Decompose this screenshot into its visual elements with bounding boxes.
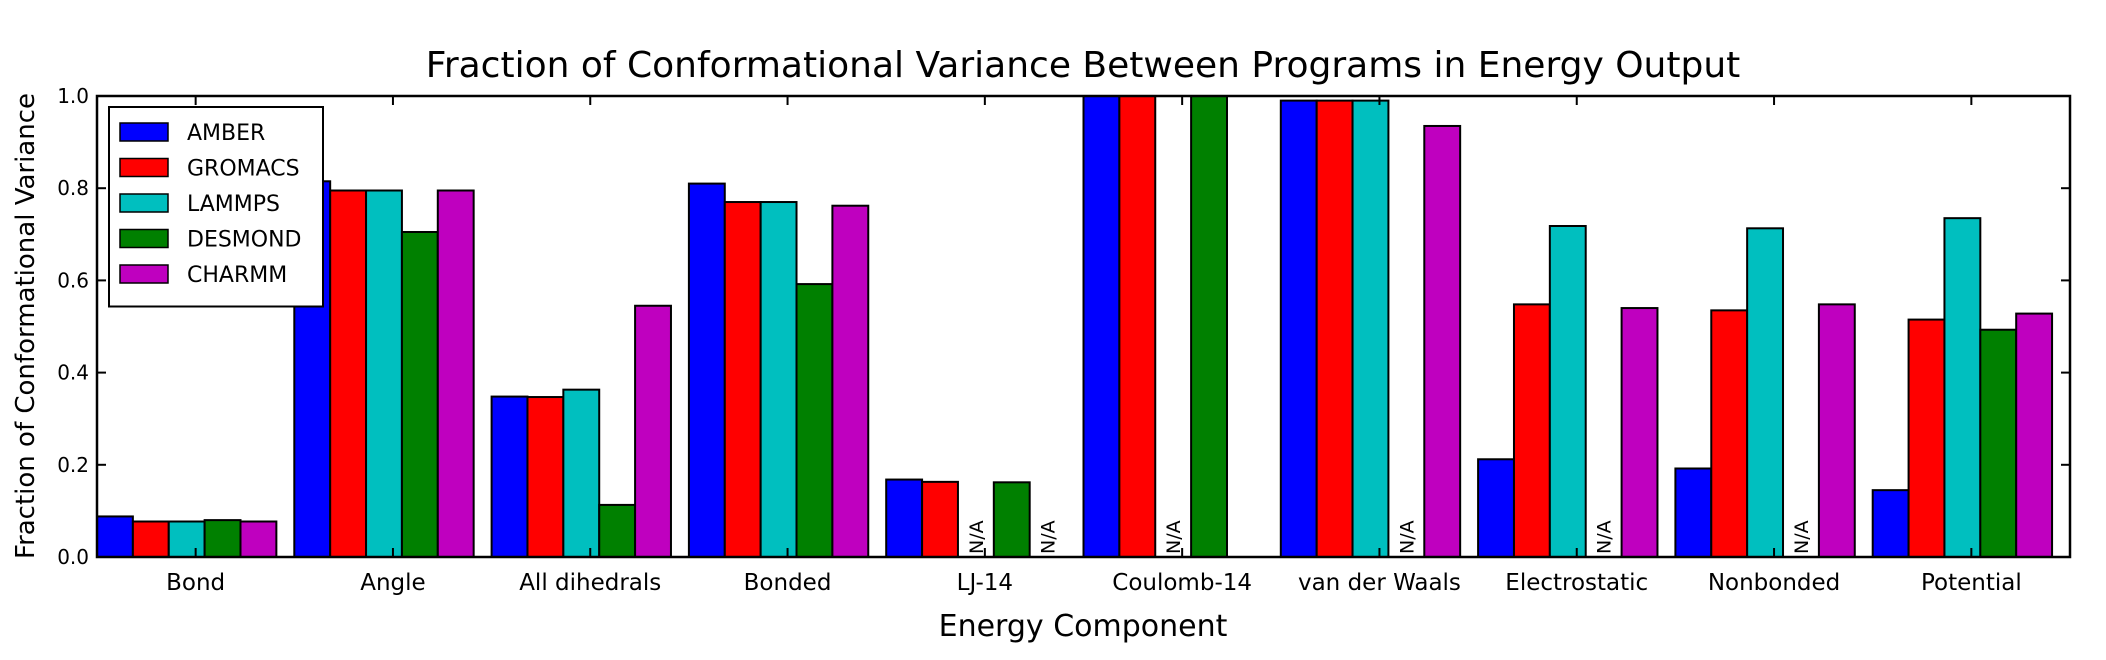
na-label: N/A (1163, 520, 1185, 554)
bar (239, 520, 278, 558)
na-label: N/A (1594, 520, 1616, 554)
bar (723, 201, 762, 558)
bar (1620, 307, 1659, 558)
bar (634, 304, 672, 558)
legend-label: CHARMM (187, 263, 287, 288)
legend-label: LAMMPS (187, 192, 280, 217)
bar (131, 520, 170, 558)
x-tick-label: Bonded (744, 570, 832, 596)
bar (598, 503, 637, 559)
legend-label: GROMACS (187, 157, 300, 182)
legend-label: AMBER (187, 121, 265, 146)
bar (1118, 95, 1157, 558)
bar (203, 519, 242, 558)
x-tick-label: Potential (1921, 570, 2022, 596)
x-axis-label: Energy Component (939, 609, 1228, 644)
x-tick-label: All dihedrals (519, 570, 661, 596)
na-label: N/A (1038, 520, 1060, 554)
x-tick-label: LJ-14 (957, 570, 1013, 596)
bar (1674, 467, 1713, 559)
bar (2015, 312, 2054, 559)
y-tick-label: 0.8 (57, 176, 89, 200)
legend-swatch (119, 228, 169, 249)
x-tick-label: van der Waals (1298, 570, 1461, 596)
legend-swatch (119, 157, 169, 178)
y-tick-label: 0.2 (57, 453, 89, 477)
bar (1979, 328, 2018, 558)
bar (1190, 95, 1228, 558)
bar (400, 230, 439, 558)
bar (687, 182, 726, 558)
plot-frame (95, 94, 2072, 559)
bar (365, 189, 403, 558)
legend-swatch (119, 193, 169, 213)
bar (96, 515, 134, 559)
legend: AMBER GROMACS LAMMPS DESMOND CHARMM (108, 106, 324, 308)
bar (490, 395, 529, 558)
na-label: N/A (1791, 520, 1813, 554)
x-tick-label: Angle (360, 570, 425, 596)
na-label: N/A (1396, 520, 1418, 554)
chart-title: Fraction of Conformational Variance Betw… (426, 45, 1741, 86)
bar (759, 201, 798, 558)
bar (1710, 309, 1749, 558)
bar (1351, 99, 1390, 559)
bar (1943, 217, 1982, 558)
bar (831, 204, 870, 559)
bar (1548, 225, 1587, 558)
bar (1423, 124, 1462, 558)
bar (1279, 99, 1318, 559)
bar (921, 480, 959, 558)
bar (1315, 99, 1354, 559)
y-tick-label: 0.4 (57, 361, 89, 385)
bar (885, 478, 924, 558)
x-tick-label: Nonbonded (1708, 570, 1840, 596)
bar (1477, 458, 1515, 559)
bar (1907, 318, 1946, 558)
y-tick-label: 1.0 (57, 84, 89, 108)
bar (1871, 489, 1910, 558)
x-tick-label: Electrostatic (1505, 570, 1648, 596)
bar (795, 283, 834, 558)
bar (329, 189, 368, 558)
x-tick-label: Coulomb-14 (1112, 570, 1252, 596)
na-label: N/A (966, 520, 988, 554)
bar (436, 189, 475, 558)
y-tick-label: 0.0 (57, 545, 89, 569)
bar (1082, 95, 1121, 558)
bar (526, 396, 565, 558)
bar (1512, 303, 1551, 559)
legend-label: DESMOND (187, 228, 302, 253)
bar (562, 388, 601, 559)
bar (1746, 227, 1785, 558)
y-tick-label: 0.6 (57, 268, 89, 292)
legend-swatch (119, 264, 169, 284)
bar (1817, 303, 1856, 559)
legend-swatch (119, 122, 169, 142)
y-axis-label: Fraction of Conformational Variance (11, 93, 41, 559)
bar (992, 481, 1031, 558)
bar (167, 520, 206, 558)
plot-area: N/A N/A N/A N/A N/A N/A (96, 95, 2054, 559)
x-axis: Bond Angle All dihedrals Bonded LJ-14 Coulomb… (166, 96, 2022, 596)
x-tick-label: Bond (166, 570, 225, 596)
